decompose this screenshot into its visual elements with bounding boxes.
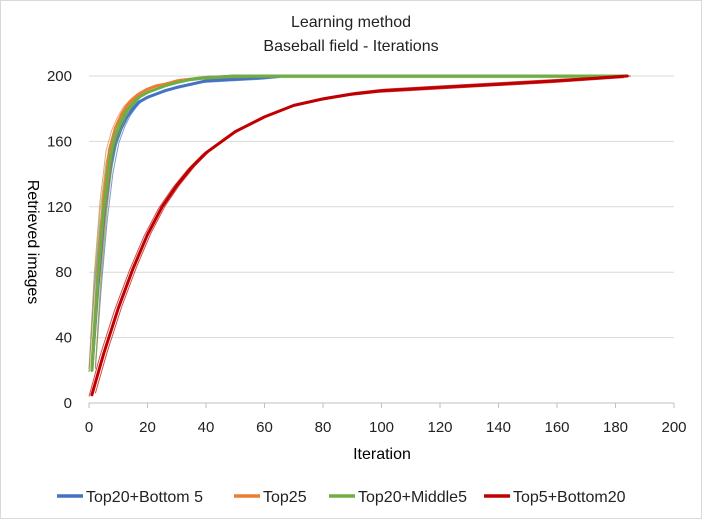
x-tick-label: 100 — [369, 419, 394, 436]
x-tick-label: 0 — [85, 419, 93, 436]
legend: Top20+Bottom 5 Top25 Top20+Middle5 Top5+Bot… — [57, 489, 626, 506]
y-tick-label: 120 — [47, 199, 72, 216]
y-tick-label: 80 — [55, 264, 72, 281]
series-line — [90, 74, 252, 369]
y-axis-title: Retrieved images — [24, 180, 41, 305]
chart-subtitle: Baseball field - Iterations — [263, 38, 438, 55]
x-axis-title: Iteration — [353, 446, 411, 463]
x-tick-labels: 0 20 40 60 80 100 120 140 160 180 200 — [85, 403, 687, 436]
series-line — [90, 74, 629, 397]
legend-label: Top5+Bottom20 — [513, 489, 626, 506]
chart-title: Learning method — [291, 14, 411, 31]
series-trace — [88, 77, 624, 372]
legend-label: Top20+Middle5 — [358, 489, 467, 506]
legend-label: Top20+Bottom 5 — [86, 489, 203, 506]
series-trace — [88, 77, 624, 397]
y-tick-label: 0 — [64, 395, 72, 412]
x-tick-label: 40 — [198, 419, 215, 436]
legend-label: Top25 — [263, 489, 307, 506]
y-tick-label: 40 — [55, 330, 72, 347]
series-trace — [94, 75, 631, 394]
x-tick-label: 60 — [256, 419, 273, 436]
y-tick-label: 160 — [47, 133, 72, 150]
series-line — [90, 74, 629, 372]
gridlines — [89, 75, 674, 339]
y-tick-labels: 0 40 80 120 160 200 — [47, 68, 72, 412]
series-lines — [88, 74, 631, 397]
x-tick-label: 120 — [427, 419, 452, 436]
x-tick-label: 180 — [603, 419, 628, 436]
x-tick-label: 20 — [139, 419, 156, 436]
x-tick-label: 140 — [486, 419, 511, 436]
x-tick-label: 160 — [544, 419, 569, 436]
x-tick-label: 80 — [315, 419, 332, 436]
y-tick-label: 200 — [47, 68, 72, 85]
x-tick-label: 200 — [661, 419, 686, 436]
series-trace — [94, 75, 631, 369]
